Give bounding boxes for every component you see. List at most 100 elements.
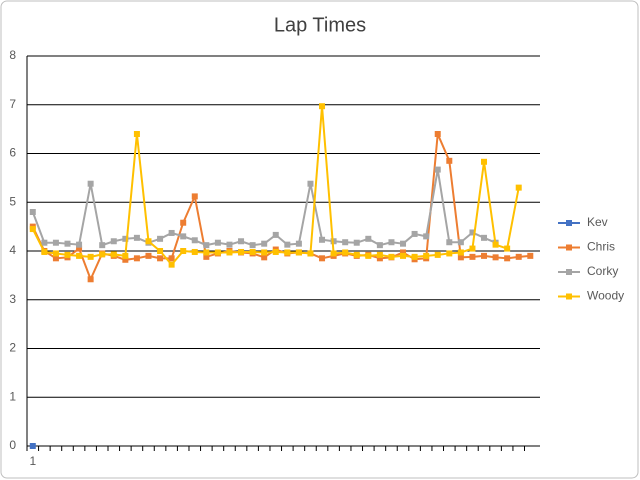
legend-marker (566, 220, 572, 226)
point-marker (272, 231, 279, 238)
point-marker (168, 255, 175, 262)
point-marker (238, 238, 245, 245)
point-marker (168, 229, 175, 236)
point-marker (52, 255, 59, 262)
point-marker (481, 252, 488, 259)
point-marker (492, 241, 499, 248)
y-tick-label: 5 (9, 194, 16, 208)
point-marker (29, 443, 36, 449)
y-tick-label: 8 (9, 48, 16, 62)
point-marker (87, 180, 94, 187)
point-marker (342, 239, 349, 246)
point-marker (29, 226, 36, 233)
point-marker (353, 251, 360, 258)
point-marker (515, 184, 522, 191)
point-marker (64, 240, 71, 247)
point-marker (319, 236, 326, 243)
point-marker (29, 209, 36, 215)
point-marker (423, 252, 430, 259)
point-marker (457, 239, 464, 246)
point-marker (157, 255, 164, 262)
chart-title: Lap Times (274, 14, 366, 36)
legend-label: Corky (587, 264, 618, 278)
point-marker (214, 249, 221, 256)
point-marker (145, 238, 152, 245)
point-marker (434, 166, 441, 173)
point-marker (457, 249, 464, 256)
point-marker (481, 234, 488, 241)
legend-label: Kev (587, 215, 608, 229)
point-marker (469, 253, 476, 260)
point-marker (249, 248, 256, 255)
point-marker (180, 248, 187, 254)
point-marker (203, 242, 210, 249)
point-marker (434, 131, 441, 137)
point-marker (261, 240, 268, 247)
point-marker (261, 254, 268, 261)
point-marker (249, 242, 256, 249)
point-marker (295, 249, 302, 256)
point-marker (122, 252, 129, 259)
point-marker (284, 249, 291, 256)
legend-label: Woody (587, 289, 624, 303)
point-marker (376, 255, 383, 262)
point-marker (157, 248, 164, 254)
point-marker (481, 158, 488, 165)
point-marker (41, 248, 48, 255)
point-marker (434, 251, 441, 258)
point-marker (376, 251, 383, 258)
point-marker (99, 242, 106, 249)
point-marker (110, 251, 117, 258)
point-marker (191, 237, 198, 244)
point-marker (365, 252, 372, 259)
point-marker (214, 239, 221, 246)
point-marker (400, 240, 407, 247)
point-marker (110, 238, 117, 245)
y-tick-label: 1 (9, 389, 16, 403)
point-marker (122, 256, 129, 263)
point-marker (527, 252, 534, 259)
point-marker (400, 249, 407, 256)
point-marker (226, 241, 233, 248)
point-marker (64, 251, 71, 258)
point-marker (411, 253, 418, 260)
point-marker (446, 239, 453, 246)
point-marker (52, 250, 59, 257)
point-marker (295, 240, 302, 247)
point-marker (226, 249, 233, 256)
point-marker (87, 276, 94, 283)
point-marker (157, 235, 164, 242)
point-marker (376, 242, 383, 249)
point-marker (191, 193, 198, 200)
point-marker (87, 253, 94, 260)
point-marker (307, 180, 314, 187)
point-marker (180, 219, 187, 226)
point-marker (180, 233, 187, 240)
legend-label: Chris (587, 240, 615, 254)
point-marker (203, 253, 210, 260)
point-marker (457, 254, 464, 261)
point-marker (388, 253, 395, 260)
legend-marker (566, 293, 572, 300)
point-marker (388, 239, 395, 246)
point-marker (76, 245, 83, 252)
point-marker (99, 251, 106, 258)
point-marker (76, 241, 83, 248)
point-marker (469, 229, 476, 236)
point-marker (492, 254, 499, 261)
point-marker (191, 248, 198, 255)
point-marker (504, 255, 511, 262)
point-marker (353, 239, 360, 246)
point-marker (319, 255, 326, 262)
point-marker (446, 250, 453, 257)
y-tick-label: 3 (9, 292, 16, 306)
point-marker (515, 253, 522, 260)
point-marker (145, 252, 152, 259)
point-marker (423, 233, 430, 240)
point-marker (411, 230, 418, 237)
x-tick-label: 1 (29, 454, 36, 468)
point-marker (168, 261, 175, 268)
point-marker (238, 248, 245, 255)
